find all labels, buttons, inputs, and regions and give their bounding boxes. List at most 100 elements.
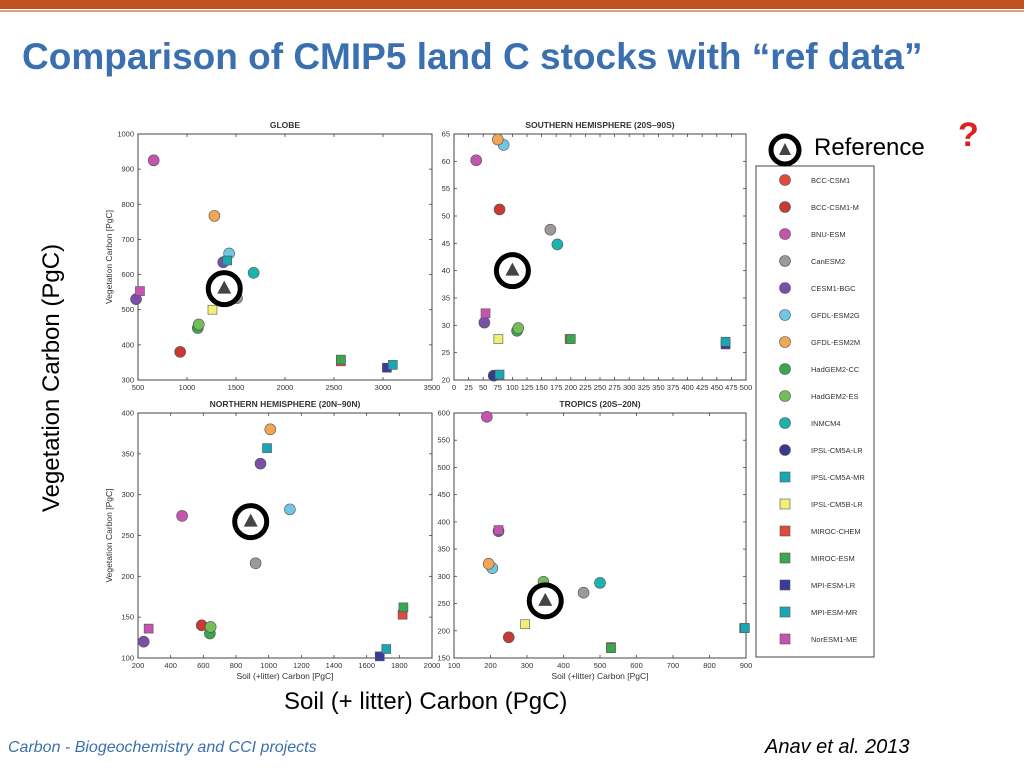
data-point-bcc-csm1-m bbox=[493, 203, 506, 216]
legend-label: HadGEM2-ES bbox=[811, 392, 859, 401]
legend-marker bbox=[779, 309, 791, 321]
y-tick-label: 65 bbox=[442, 130, 450, 139]
x-tick-label: 125 bbox=[521, 383, 534, 392]
legend-marker bbox=[779, 390, 791, 402]
data-point-canesm2 bbox=[544, 223, 557, 236]
x-tick-label: 500 bbox=[594, 661, 607, 670]
y-tick-label: 45 bbox=[442, 239, 450, 248]
legend-label: IPSL-CM5A-MR bbox=[811, 473, 865, 482]
y-tick-label: 900 bbox=[121, 165, 134, 174]
legend-label: HadGEM2-CC bbox=[811, 365, 860, 374]
x-tick-label: 500 bbox=[740, 383, 753, 392]
y-tick-label: 200 bbox=[437, 626, 450, 635]
legend-marker bbox=[779, 444, 791, 456]
data-point-hadgem2-es bbox=[192, 318, 205, 331]
x-tick-label: 150 bbox=[535, 383, 548, 392]
y-tick-label: 250 bbox=[437, 599, 450, 608]
scatter-panel-4: TROPICS (20S–20N) 100 200 300 400 500 600 700 80… bbox=[437, 399, 752, 681]
y-tick-label: 300 bbox=[437, 572, 450, 581]
x-tick-label: 300 bbox=[623, 383, 636, 392]
legend-marker bbox=[779, 552, 791, 564]
x-tick-label: 275 bbox=[608, 383, 621, 392]
x-tick-label: 450 bbox=[711, 383, 724, 392]
data-point-miroc-esm bbox=[336, 354, 346, 365]
legend-marker bbox=[779, 336, 791, 348]
x-tick-label: 325 bbox=[638, 383, 651, 392]
y-axis-label: Vegetation Carbon [PgC] bbox=[104, 488, 114, 582]
legend-label: MPI-ESM-LR bbox=[811, 581, 856, 590]
x-tick-label: 200 bbox=[565, 383, 578, 392]
data-point-hadgem2-es bbox=[512, 322, 525, 334]
data-point-bnu-esm bbox=[147, 154, 160, 167]
y-tick-label: 100 bbox=[121, 654, 134, 663]
legend-marker bbox=[779, 498, 791, 510]
data-point-bcc-csm1-m bbox=[502, 631, 515, 644]
x-tick-label: 475 bbox=[725, 383, 738, 392]
y-tick-label: 550 bbox=[437, 436, 450, 445]
plot-frame bbox=[137, 133, 433, 381]
slide-x-axis-label: Soil (+ litter) Carbon (PgC) bbox=[284, 688, 568, 715]
data-point-miroc-esm bbox=[606, 643, 616, 654]
plot-frame bbox=[453, 412, 747, 659]
y-tick-label: 700 bbox=[121, 235, 134, 244]
x-tick-label: 1400 bbox=[326, 661, 343, 670]
x-tick-label: 200 bbox=[484, 661, 497, 670]
data-point-canesm2 bbox=[577, 586, 590, 599]
x-tick-label: 3500 bbox=[424, 383, 441, 392]
reference-marker-triangle bbox=[243, 513, 258, 527]
legend-marker bbox=[779, 606, 791, 618]
x-tick-label: 300 bbox=[521, 661, 534, 670]
data-point-bnu-esm bbox=[481, 411, 493, 423]
top-accent-bar bbox=[0, 0, 1024, 9]
x-tick-label: 400 bbox=[164, 661, 177, 670]
y-tick-label: 55 bbox=[442, 184, 450, 193]
x-tick-label: 425 bbox=[696, 383, 709, 392]
legend-marker bbox=[779, 201, 791, 213]
data-point-gfdl-esm2m bbox=[264, 423, 277, 436]
x-tick-label: 75 bbox=[494, 383, 502, 392]
x-tick-label: 175 bbox=[550, 383, 563, 392]
reference-marker-triangle bbox=[217, 280, 232, 294]
scatter-panel-3: NORTHERN HEMISPHERE (20N–90N) 200 400 600 80… bbox=[104, 399, 440, 681]
y-tick-label: 300 bbox=[121, 376, 134, 385]
footer-citation: Anav et al. 2013 bbox=[765, 736, 910, 758]
legend-label: BNU-ESM bbox=[811, 230, 846, 239]
data-point-miroc-esm bbox=[565, 334, 576, 344]
y-tick-label: 300 bbox=[121, 490, 134, 499]
legend-marker bbox=[779, 417, 791, 429]
data-point-cesm1-bgc bbox=[137, 635, 150, 648]
reference-label: Reference bbox=[814, 134, 925, 161]
x-tick-label: 1500 bbox=[228, 383, 245, 392]
reference-marker-triangle bbox=[505, 262, 520, 276]
y-tick-label: 600 bbox=[437, 409, 450, 418]
x-tick-label: 0 bbox=[452, 383, 456, 392]
x-tick-label: 400 bbox=[557, 661, 570, 670]
legend-marker bbox=[779, 282, 791, 294]
reference-marker-triangle bbox=[538, 592, 553, 606]
y-tick-label: 150 bbox=[121, 613, 134, 622]
panel-title: SOUTHERN HEMISPHERE (20S–90S) bbox=[525, 120, 674, 130]
x-axis-label: Soil (+litter) Carbon [PgC] bbox=[551, 671, 648, 681]
data-point-hadgem2-es bbox=[204, 621, 217, 633]
x-tick-label: 1600 bbox=[358, 661, 375, 670]
x-tick-label: 1000 bbox=[179, 383, 196, 392]
y-tick-label: 30 bbox=[442, 321, 450, 330]
x-tick-label: 2000 bbox=[424, 661, 441, 670]
plot-frame bbox=[137, 412, 433, 659]
y-axis-label: Vegetation Carbon [PgC] bbox=[104, 210, 114, 304]
legend-label: INMCM4 bbox=[811, 419, 841, 428]
data-point-mpi-esm-mr bbox=[720, 336, 731, 347]
legend-label: IPSL-CM5B-LR bbox=[811, 500, 863, 509]
legend-label: BCC-CSM1-M bbox=[811, 203, 859, 212]
data-point-inmcm4 bbox=[594, 577, 606, 589]
x-tick-label: 2000 bbox=[277, 383, 294, 392]
x-tick-label: 100 bbox=[448, 661, 461, 670]
data-point-cesm1-bgc bbox=[478, 316, 491, 329]
legend-label: GFDL-ESM2G bbox=[811, 311, 860, 320]
legend-marker bbox=[779, 174, 791, 186]
x-tick-label: 200 bbox=[132, 661, 145, 670]
y-tick-label: 200 bbox=[121, 572, 134, 581]
data-point-ipsl-cm5b-lr bbox=[207, 304, 218, 315]
data-point-cesm1-bgc bbox=[254, 457, 267, 470]
